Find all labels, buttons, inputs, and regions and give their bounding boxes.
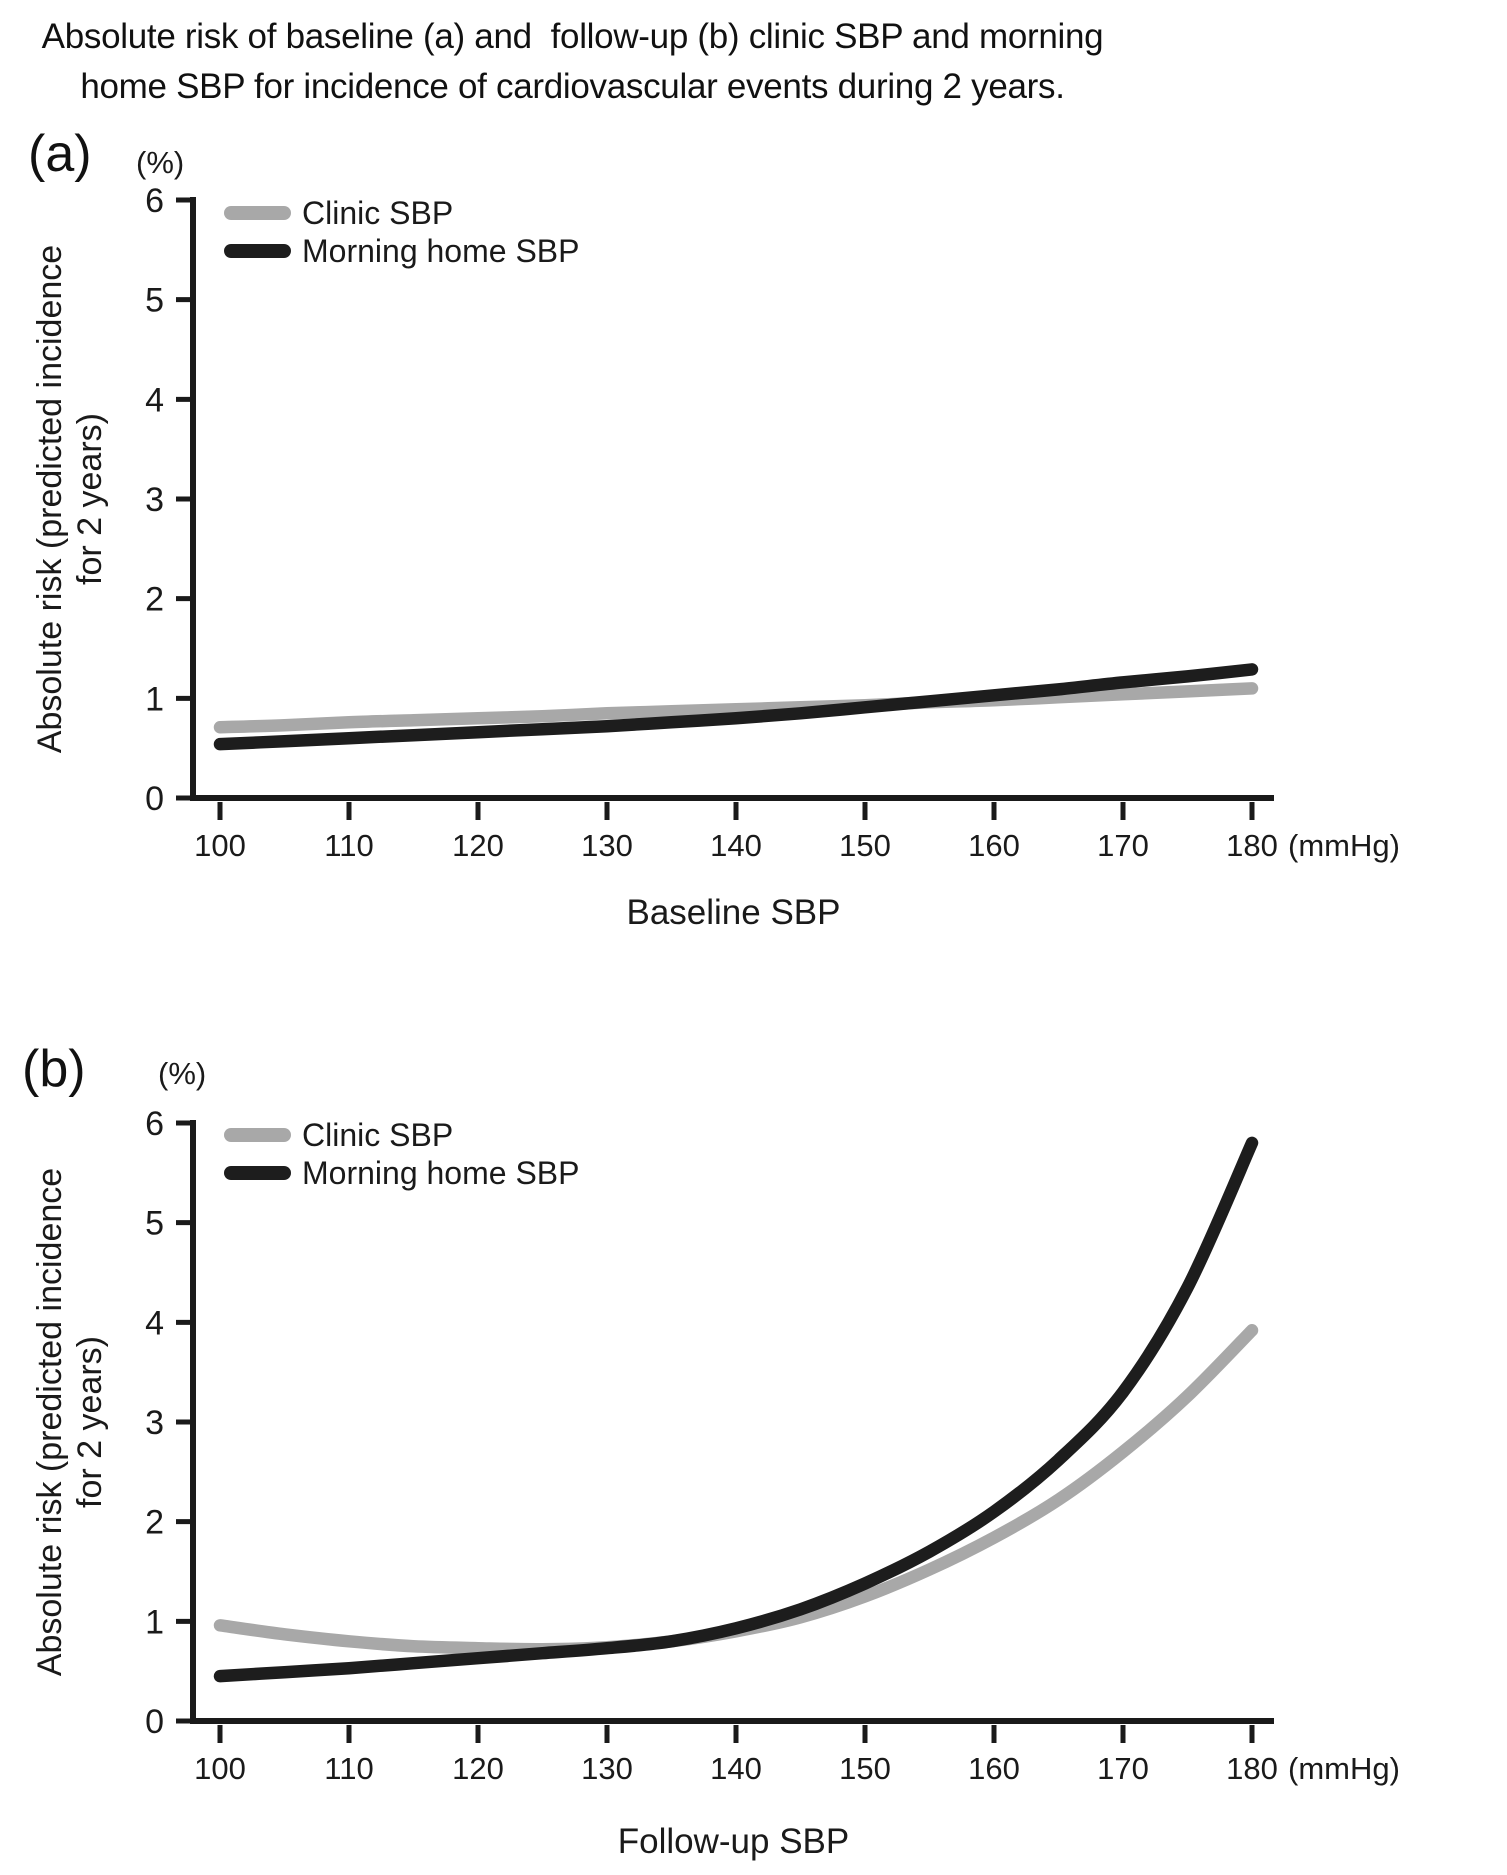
legend-label: Clinic SBP (302, 194, 454, 231)
y-tick-label: 5 (145, 1205, 164, 1243)
series-line-clinic-sbp (213, 1324, 1259, 1656)
legend-item-clinic-sbp: Clinic SBP (224, 1116, 579, 1154)
x-tick-label: 120 (452, 1751, 504, 1786)
y-tick-label: 0 (145, 1703, 164, 1741)
x-tick-label: 180 (1226, 828, 1278, 863)
figure-title-line-2: home SBP for incidence of cardiovascular… (80, 67, 1065, 106)
series-line-morning-home-sbp (213, 663, 1259, 751)
x-tick-label: 180 (1226, 1751, 1278, 1786)
x-tick-label: 100 (194, 1751, 246, 1786)
y-tick-label: 0 (145, 780, 164, 818)
x-tick-label: 170 (1097, 828, 1149, 863)
y-tick-label: 6 (145, 182, 164, 220)
x-tick-label: 130 (581, 1751, 633, 1786)
x-tick-label: 100 (194, 828, 246, 863)
x-axis: 100 110 120 130 140 150 160 170 180 (mmHg) (194, 1725, 1400, 1786)
y-tick-label: 6 (145, 1105, 164, 1143)
y-tick-label: 1 (145, 1603, 164, 1641)
x-tick-label: 140 (710, 1751, 762, 1786)
y-tick-label: 4 (145, 381, 164, 419)
x-tick-label: 150 (839, 828, 891, 863)
legend-label: Morning home SBP (302, 1154, 580, 1191)
panel-a-label: (a) (28, 125, 92, 183)
figure-title-line-1: Absolute risk of baseline (a) and follow… (41, 17, 1104, 56)
x-tick-label: 110 (324, 1751, 373, 1786)
y-tick-label: 2 (145, 1504, 164, 1542)
x-tick-label: 160 (968, 1751, 1020, 1786)
y-tick-label: 3 (145, 481, 164, 519)
figure-title: Absolute risk of baseline (a) and follow… (0, 12, 1145, 112)
legend-label: Morning home SBP (302, 232, 580, 269)
legend-swatch-clinic-sbp (224, 206, 291, 220)
x-tick-label: 110 (324, 828, 373, 863)
legend-swatch-morning-home-sbp (224, 1166, 291, 1180)
x-axis-unit-label: (mmHg) (1288, 828, 1400, 863)
panel-b-legend: Clinic SBP Morning home SBP (224, 1116, 579, 1192)
x-tick-label: 140 (710, 828, 762, 863)
legend-label: Clinic SBP (302, 1116, 454, 1153)
series-line-morning-home-sbp (213, 1136, 1259, 1683)
x-tick-label: 120 (452, 828, 504, 863)
y-tick-label: 3 (145, 1404, 164, 1442)
legend-swatch-morning-home-sbp (224, 244, 291, 258)
y-tick-label: 4 (145, 1304, 164, 1342)
x-tick-label: 160 (968, 828, 1020, 863)
x-tick-label: 130 (581, 828, 633, 863)
x-tick-label: 150 (839, 1751, 891, 1786)
x-axis-unit-label: (mmHg) (1288, 1751, 1400, 1786)
legend-item-clinic-sbp: Clinic SBP (224, 194, 579, 232)
panel-b-percent-unit: (%) (158, 1056, 207, 1091)
y-tick-label: 1 (145, 680, 164, 718)
panel-a-chart: 0 1 2 3 4 5 6 100 110 120 130 140 150 160 170 180 (mmHg) (145, 182, 1400, 863)
panel-a-legend: Clinic SBP Morning home SBP (224, 194, 579, 270)
legend-swatch-clinic-sbp (224, 1128, 291, 1142)
y-tick-label: 2 (145, 581, 164, 619)
y-axis: 0 1 2 3 4 5 6 (145, 182, 193, 818)
legend-item-morning-home-sbp: Morning home SBP (224, 1154, 579, 1192)
legend-item-morning-home-sbp: Morning home SBP (224, 232, 579, 270)
x-axis: 100 110 120 130 140 150 160 170 180 (mmHg) (194, 802, 1400, 863)
panel-b-label: (b) (22, 1040, 86, 1098)
series-line-clinic-sbp (213, 682, 1259, 734)
y-tick-label: 5 (145, 282, 164, 320)
y-axis: 0 1 2 3 4 5 6 (145, 1105, 193, 1741)
panel-a-x-axis-label: Baseline SBP (626, 893, 841, 932)
panel-b-chart: 0 1 2 3 4 5 6 100 110 120 130 140 150 160 170 180 (mmHg) (145, 1105, 1400, 1786)
x-tick-label: 170 (1097, 1751, 1149, 1786)
panel-b-x-axis-label: Follow-up SBP (617, 1822, 850, 1861)
panel-a-percent-unit: (%) (136, 145, 185, 180)
